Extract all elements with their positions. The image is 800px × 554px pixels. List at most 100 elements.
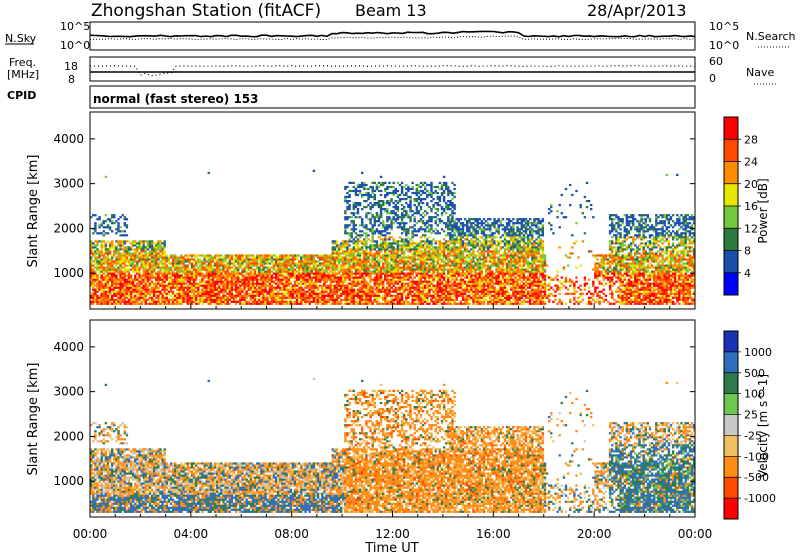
- power-cell: [201, 295, 203, 297]
- power-cell: [296, 285, 298, 287]
- power-cell: [109, 269, 111, 271]
- power-cell: [359, 281, 361, 283]
- power-cell: [174, 269, 176, 271]
- power-cell: [128, 260, 130, 262]
- power-cell: [164, 256, 166, 258]
- power-cell: [157, 295, 159, 297]
- power-cell: [147, 252, 149, 254]
- power-cell: [369, 202, 371, 204]
- power-cell: [254, 277, 256, 279]
- power-cell: [374, 222, 376, 224]
- power-cell: [210, 254, 212, 256]
- power-cell: [119, 277, 121, 279]
- power-cell: [94, 291, 96, 293]
- power-cell: [92, 289, 94, 291]
- power-cell: [147, 256, 149, 258]
- power-cell: [361, 218, 363, 220]
- power-cell: [279, 265, 281, 267]
- power-cell: [246, 279, 248, 281]
- power-cell: [155, 252, 157, 254]
- power-cell: [155, 297, 157, 299]
- power-cell: [248, 256, 250, 258]
- power-cell: [136, 285, 138, 287]
- power-cell: [348, 303, 350, 305]
- power-cell: [111, 283, 113, 285]
- power-cell: [302, 267, 304, 269]
- power-cell: [128, 299, 130, 301]
- power-cell: [378, 248, 380, 250]
- power-cell: [229, 267, 231, 269]
- power-cell: [372, 267, 374, 269]
- power-cell: [292, 265, 294, 267]
- power-cell: [220, 277, 222, 279]
- power-cell: [157, 273, 159, 275]
- power-cell: [105, 262, 107, 264]
- power-cell: [248, 303, 250, 305]
- power-cell: [302, 299, 304, 301]
- power-cell: [166, 287, 168, 289]
- power-cell: [174, 254, 176, 256]
- power-cell: [351, 295, 353, 297]
- power-cell: [218, 293, 220, 295]
- power-cell: [344, 252, 346, 254]
- power-cell: [203, 254, 205, 256]
- power-cell: [262, 295, 264, 297]
- power-cell: [248, 275, 250, 277]
- power-panel: Slant Range [km] 1000200030004000: [26, 112, 695, 309]
- power-cell: [166, 275, 168, 277]
- power-cell: [119, 289, 121, 291]
- power-cell: [151, 248, 153, 250]
- power-cell: [151, 267, 153, 269]
- power-cell: [145, 254, 147, 256]
- power-cell: [363, 287, 365, 289]
- power-cell: [363, 303, 365, 305]
- power-cell: [126, 256, 128, 258]
- power-cell: [119, 258, 121, 260]
- power-cell: [313, 265, 315, 267]
- power-cell: [130, 258, 132, 260]
- power-cell: [342, 287, 344, 289]
- power-cell: [355, 277, 357, 279]
- power-cell: [321, 269, 323, 271]
- power-cell: [323, 283, 325, 285]
- power-cell: [143, 242, 145, 244]
- power-cell: [348, 299, 350, 301]
- power-cell: [334, 297, 336, 299]
- power-cell: [159, 291, 161, 293]
- power-cell: [101, 246, 103, 248]
- power-cell: [357, 250, 359, 252]
- power-cell: [101, 260, 103, 262]
- power-cell: [330, 293, 332, 295]
- power-cell: [260, 301, 262, 303]
- power-cell: [346, 246, 348, 248]
- power-cell: [304, 285, 306, 287]
- power-cell: [258, 285, 260, 287]
- power-cell: [168, 281, 170, 283]
- power-cell: [304, 291, 306, 293]
- power-cell: [170, 295, 172, 297]
- power-cell: [369, 291, 371, 293]
- power-cell: [115, 293, 117, 295]
- power-cell: [143, 260, 145, 262]
- power-cell: [313, 289, 315, 291]
- power-cell: [92, 232, 94, 234]
- power-cell: [187, 291, 189, 293]
- power-cell: [256, 291, 258, 293]
- power-cell: [115, 295, 117, 297]
- power-cell: [369, 220, 371, 222]
- power-cell: [319, 277, 321, 279]
- power-cell: [117, 224, 119, 226]
- power-cell: [374, 265, 376, 267]
- power-cell: [353, 228, 355, 230]
- power-cell: [304, 303, 306, 305]
- power-cell: [277, 297, 279, 299]
- power-cell: [302, 277, 304, 279]
- power-cell: [346, 285, 348, 287]
- power-cell: [94, 271, 96, 273]
- power-cell: [115, 252, 117, 254]
- power-cell: [161, 258, 163, 260]
- power-cell: [132, 242, 134, 244]
- power-cell: [164, 293, 166, 295]
- power-cell: [353, 289, 355, 291]
- power-cell: [94, 244, 96, 246]
